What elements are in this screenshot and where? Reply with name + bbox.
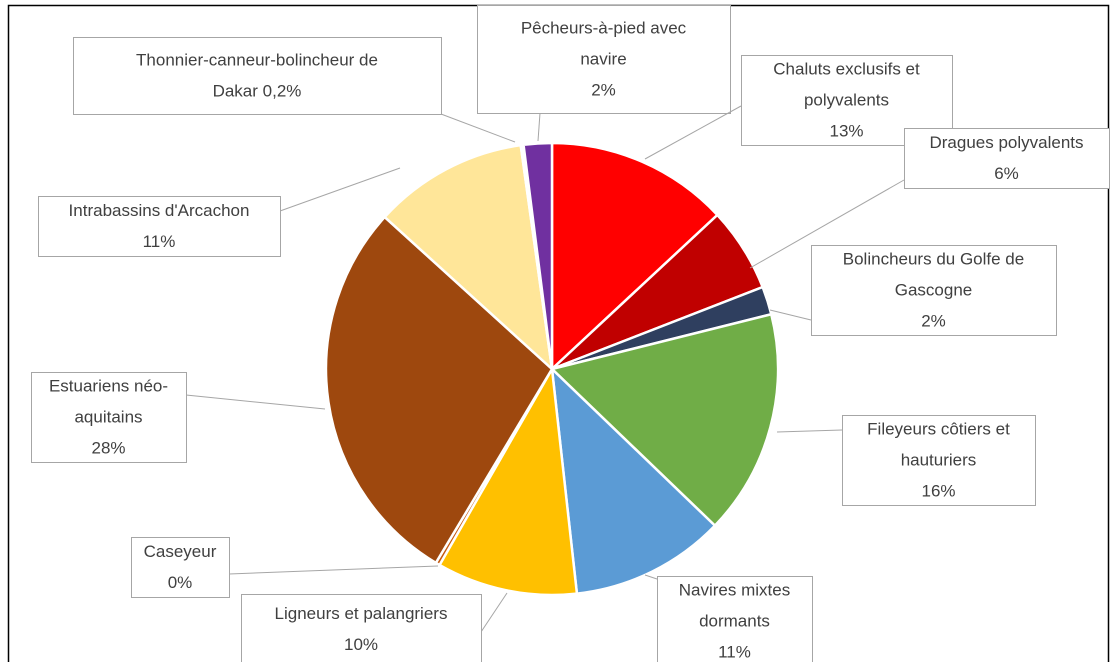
slice-label-ligneurs-et-palangriers-line-1: 10% [344, 635, 378, 654]
slice-label-bolincheurs-du-golfe-de-gascogne-line-0: Bolincheurs du Golfe de [843, 250, 1024, 269]
label-box-navires-mixtes-dormants [657, 576, 813, 662]
slice-label-chaluts-exclusifs-et-polyvalents-line-2: 13% [829, 122, 863, 141]
slice-label-bolincheurs-du-golfe-de-gascogne-line-2: 2% [921, 312, 946, 331]
slice-label-navires-mixtes-dormants-line-0: Navires mixtes [679, 581, 790, 600]
pie-slice-p-cheurs-pied-avec-navire-violet [522, 141, 554, 370]
leader-line-ligneurs-et-palangriers [480, 592, 508, 633]
leader-line-chaluts-exclusifs-et-polyvalents [644, 105, 742, 160]
leader-line-p-cheurs-pied-avec-navire [537, 112, 541, 142]
leader-line-estuariens-n-o-aquitains [185, 394, 326, 410]
slice-label-estuariens-n-o-aquitains-line-0: Estuariens néo- [49, 377, 168, 396]
slice-label-thonnier-canneur-bolincheur-de-dakar-line-1: Dakar 0,2% [213, 82, 302, 101]
label-box-fileyeurs-c-tiers-et-hauturiers [842, 415, 1036, 506]
slice-label-p-cheurs-pied-avec-navire-line-2: 2% [591, 81, 616, 100]
pie-slice-ligneurs-et-palangriers [437, 365, 579, 597]
slice-label-caseyeur-line-0: Caseyeur [144, 542, 217, 561]
slice-label-ligneurs-et-palangriers-line-0: Ligneurs et palangriers [275, 604, 448, 623]
label-box-caseyeur [131, 537, 230, 598]
slice-label-chaluts-exclusifs-et-polyvalents-line-0: Chaluts exclusifs et [773, 60, 920, 79]
slice-label-fileyeurs-c-tiers-et-hauturiers-line-2: 16% [921, 482, 955, 501]
slice-label-intrabassins-d-arcachon-line-0: Intrabassins d'Arcachon [69, 201, 250, 220]
slice-label-intrabassins-d-arcachon-line-1: 11% [143, 232, 176, 251]
slice-label-fileyeurs-c-tiers-et-hauturiers-line-0: Fileyeurs côtiers et [867, 420, 1010, 439]
slice-label-navires-mixtes-dormants-line-2: 11% [718, 643, 751, 662]
label-box-ligneurs-et-palangriers [241, 594, 482, 662]
slice-label-caseyeur-line-1: 0% [168, 573, 193, 592]
label-box-thonnier-canneur-bolincheur-de-dakar [73, 37, 442, 115]
slice-label-navires-mixtes-dormants-line-1: dormants [699, 612, 770, 631]
pie-slice-fileyeurs-c-tiers-et-hauturiers [549, 312, 780, 528]
label-box-intrabassins-d-arcachon [38, 196, 281, 257]
slice-label-p-cheurs-pied-avec-navire-line-1: navire [580, 50, 626, 69]
pie-slice-chaluts-exclusifs-et-polyvalents [550, 141, 720, 372]
slice-label-estuariens-n-o-aquitains-line-2: 28% [91, 439, 125, 458]
leader-line-dragues-polyvalents [749, 179, 905, 269]
label-box-estuariens-n-o-aquitains [31, 372, 187, 463]
slice-label-estuariens-n-o-aquitains-line-1: aquitains [74, 408, 142, 427]
pie-slice-estuariens-n-o-aquitains [324, 215, 554, 565]
slice-label-p-cheurs-pied-avec-navire-line-0: Pêcheurs-à-pied avec [521, 19, 687, 38]
pie-slice-intrabassins-d-arcachon [382, 143, 554, 373]
slice-label-dragues-polyvalents-line-1: 6% [994, 164, 1019, 183]
leader-line-fileyeurs-c-tiers-et-hauturiers [776, 429, 843, 433]
leader-line-caseyeur [228, 565, 439, 575]
slice-label-fileyeurs-c-tiers-et-hauturiers-line-1: hauturiers [901, 451, 977, 470]
leader-line-intrabassins-d-arcachon [279, 167, 401, 212]
slice-label-chaluts-exclusifs-et-polyvalents-line-1: polyvalents [804, 91, 889, 110]
label-box-p-cheurs-pied-avec-navire [477, 5, 731, 114]
label-box-bolincheurs-du-golfe-de-gascogne [811, 245, 1057, 336]
label-box-dragues-polyvalents [904, 128, 1110, 189]
slice-label-bolincheurs-du-golfe-de-gascogne-line-1: Gascogne [895, 281, 973, 300]
leader-line-thonnier-canneur-bolincheur-de-dakar [440, 113, 516, 143]
slice-label-thonnier-canneur-bolincheur-de-dakar-line-0: Thonnier-canneur-bolincheur de [136, 51, 378, 70]
pie-slice-navires-mixtes-dormants [550, 365, 717, 596]
leader-line-bolincheurs-du-golfe-de-gascogne [769, 309, 812, 321]
slice-label-dragues-polyvalents-line-0: Dragues polyvalents [929, 133, 1083, 152]
